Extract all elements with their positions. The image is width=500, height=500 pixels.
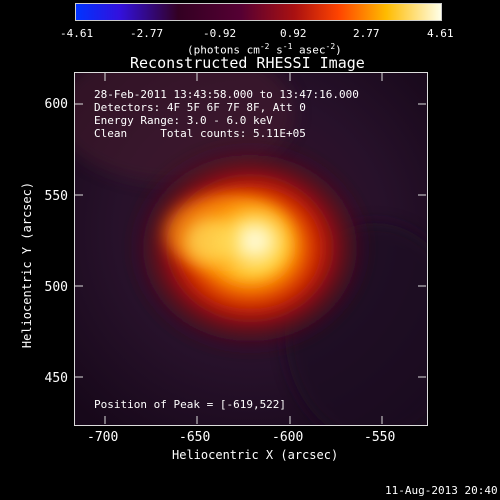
colorbar-tick: 2.77 [353, 27, 380, 40]
peak-position: Position of Peak = [-619,522] [94, 398, 287, 411]
timestamp-footer: 11-Aug-2013 20:40 [385, 484, 498, 497]
y-tick-label: 450 [44, 371, 68, 386]
image-title: Reconstructed RHESSI Image [130, 54, 365, 72]
colorbar-units: (photons cm-2 s-1 asec-2) [187, 42, 342, 57]
y-tick-label: 600 [44, 97, 68, 112]
colorbar-tick: -2.77 [130, 27, 164, 40]
colorbar [75, 3, 442, 21]
x-axis-label: Heliocentric X (arcsec) [172, 448, 339, 462]
colorbar-gradient [76, 4, 441, 20]
rhessi-image [74, 72, 428, 426]
x-tick-label: -550 [364, 430, 396, 445]
y-tick-label: 550 [44, 189, 68, 204]
x-tick-label: -600 [272, 430, 304, 445]
info-block: 28-Feb-2011 13:43:58.000 to 13:47:16.000… [94, 88, 359, 140]
colorbar-ticks: -4.61 -2.77 -0.92 0.92 2.77 4.61 [0, 27, 500, 41]
solar-flare-image [75, 73, 427, 425]
colorbar-tick: -4.61 [60, 27, 94, 40]
x-tick-label: -650 [179, 430, 211, 445]
x-tick-label: -700 [87, 430, 119, 445]
colorbar-tick: 4.61 [427, 27, 454, 40]
time-range: 28-Feb-2011 13:43:58.000 to 13:47:16.000 [94, 88, 359, 101]
clean-counts: Clean Total counts: 5.11E+05 [94, 127, 306, 140]
colorbar-tick: -0.92 [203, 27, 237, 40]
energy-range: Energy Range: 3.0 - 6.0 keV [94, 114, 273, 127]
detectors: Detectors: 4F 5F 6F 7F 8F, Att 0 [94, 101, 306, 114]
y-tick-label: 500 [44, 280, 68, 295]
colorbar-tick: 0.92 [280, 27, 307, 40]
